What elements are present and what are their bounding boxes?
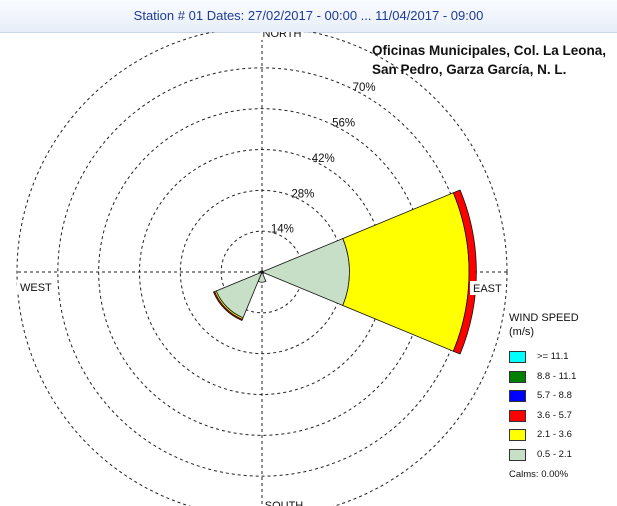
petal-e-3-6-5-7 bbox=[452, 189, 477, 355]
direction-label-bg bbox=[262, 498, 306, 506]
radial-tick-label: 28% bbox=[291, 188, 314, 200]
direction-label-bg bbox=[17, 280, 53, 294]
legend-label: 5.7 - 8.8 bbox=[537, 390, 572, 401]
legend-swatch bbox=[509, 390, 526, 402]
calms-label: Calms: 0.00% bbox=[509, 469, 569, 480]
spoke-grid bbox=[17, 32, 507, 506]
legend-swatch bbox=[509, 409, 526, 422]
petal-sw-0-5-2-1 bbox=[215, 271, 263, 319]
legend-swatch bbox=[509, 351, 526, 363]
petal-e-0-5-2-1 bbox=[260, 237, 350, 307]
radial-tick-label: 14% bbox=[271, 224, 294, 236]
radial-tick-label: 70% bbox=[353, 82, 376, 94]
location-line-1: Oficinas Municipales, Col. La Leona, bbox=[372, 43, 607, 58]
legend-title-line-2: (m/s) bbox=[509, 326, 535, 338]
legend-swatch bbox=[509, 370, 526, 383]
legend-label: >= 11.1 bbox=[537, 351, 569, 362]
direction-label-west: WEST bbox=[20, 282, 52, 294]
legend-label: 0.5 - 2.1 bbox=[537, 448, 572, 460]
location-line-2: San Pedro, Garza García, N. L. bbox=[372, 62, 567, 77]
direction-label-north: NORTH bbox=[263, 32, 302, 40]
legend-label: 2.1 - 3.6 bbox=[537, 429, 572, 440]
legend-swatch bbox=[509, 448, 526, 461]
direction-label-east: EAST bbox=[473, 283, 502, 295]
station-number: 01 bbox=[188, 8, 204, 23]
dates-label: Dates: bbox=[206, 8, 245, 23]
direction-labels: NORTH EAST SOUTH WEST bbox=[17, 32, 506, 506]
direction-label-bg bbox=[470, 281, 506, 295]
petals bbox=[212, 189, 477, 355]
radial-tick-label: 42% bbox=[312, 153, 335, 165]
wind-rose-chart: 14% 28% 42% 56% 70% NORTH EAST SOUTH WEST bbox=[16, 32, 508, 506]
header-text: Station # 01 Dates: 27/02/2017 - 00:00 .… bbox=[0, 8, 617, 23]
dates-value: 27/02/2017 - 00:00 ... 11/04/2017 - 09:0… bbox=[247, 8, 484, 23]
legend-title-line-1: WIND SPEED bbox=[509, 312, 579, 324]
petal-sw-3-6-5-7 bbox=[212, 291, 243, 322]
radial-tick-label: 56% bbox=[332, 118, 355, 130]
legend-label: 3.6 - 5.7 bbox=[537, 409, 572, 421]
radial-tick-labels: 14% 28% 42% 56% 70% bbox=[271, 82, 376, 235]
station-label: Station # bbox=[133, 8, 185, 23]
header-bar: Station # 01 Dates: 27/02/2017 - 00:00 .… bbox=[0, 0, 617, 33]
legend-swatch bbox=[509, 429, 526, 441]
petal-nw-0-5-2-1 bbox=[260, 270, 263, 273]
direction-label-bg bbox=[260, 32, 304, 40]
petal-e-2-1-3-6 bbox=[342, 192, 470, 352]
legend-label: 8.8 - 11.1 bbox=[537, 370, 577, 382]
legend-title: WIND SPEED (m/s) bbox=[509, 311, 579, 339]
direction-label-south: SOUTH bbox=[265, 500, 304, 506]
